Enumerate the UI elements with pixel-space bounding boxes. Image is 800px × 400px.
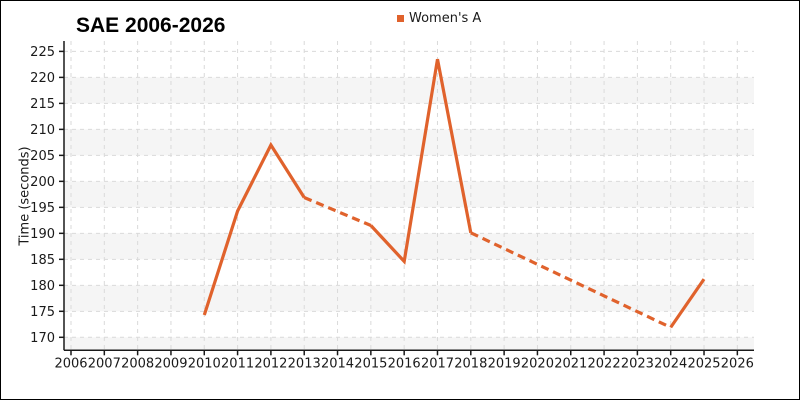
x-tick-label: 2017 (421, 356, 454, 371)
x-tick-label: 2007 (88, 356, 121, 371)
x-tick-label: 2012 (254, 356, 287, 371)
background-band (64, 337, 754, 351)
data-series-line-dashed (470, 231, 672, 329)
y-tick-label: 220 (30, 71, 55, 86)
data-series-line-solid (369, 58, 473, 265)
x-tick-label: 2010 (188, 356, 221, 371)
y-tick-label: 170 (30, 331, 55, 346)
legend-label: Women's A (409, 11, 482, 26)
y-tick-label: 175 (30, 305, 55, 320)
x-tick-label: 2023 (621, 356, 654, 371)
x-tick-label: 2024 (654, 356, 687, 371)
x-tick-label: 2014 (321, 356, 354, 371)
legend-marker-icon (397, 15, 404, 22)
y-tick-label: 225 (30, 45, 55, 60)
y-tick-label: 210 (30, 123, 55, 138)
legend: Women's A (397, 11, 481, 26)
background-band (64, 181, 754, 208)
y-tick-label: 185 (30, 253, 55, 268)
background-band (64, 285, 754, 312)
y-tick-label: 195 (30, 201, 55, 216)
x-tick-label: 2009 (154, 356, 187, 371)
y-axis-title: Time (seconds) (17, 146, 33, 246)
background-band (64, 129, 754, 156)
x-tick-label: 2020 (521, 356, 554, 371)
x-tick-label: 2013 (288, 356, 321, 371)
x-tick-label: 2026 (721, 356, 754, 371)
x-tick-label: 2006 (54, 356, 87, 371)
y-tick-label: 190 (30, 227, 55, 242)
x-tick-label: 2018 (454, 356, 487, 371)
x-tick-label: 2015 (354, 356, 387, 371)
y-tick-label: 205 (30, 149, 55, 164)
x-tick-label: 2025 (687, 356, 720, 371)
y-tick-label: 200 (30, 175, 55, 190)
chart-title: SAE 2006-2026 (76, 14, 226, 37)
background-band (64, 77, 754, 104)
x-tick-label: 2021 (554, 356, 587, 371)
x-tick-label: 2016 (388, 356, 421, 371)
data-series-line-solid (669, 278, 706, 329)
y-tick-label: 215 (30, 97, 55, 112)
x-tick-label: 2019 (488, 356, 521, 371)
x-tick-label: 2011 (221, 356, 254, 371)
data-series-line-solid (202, 141, 306, 316)
x-tick-label: 2008 (121, 356, 154, 371)
y-tick-label: 180 (30, 279, 55, 294)
x-tick-label: 2022 (588, 356, 621, 371)
